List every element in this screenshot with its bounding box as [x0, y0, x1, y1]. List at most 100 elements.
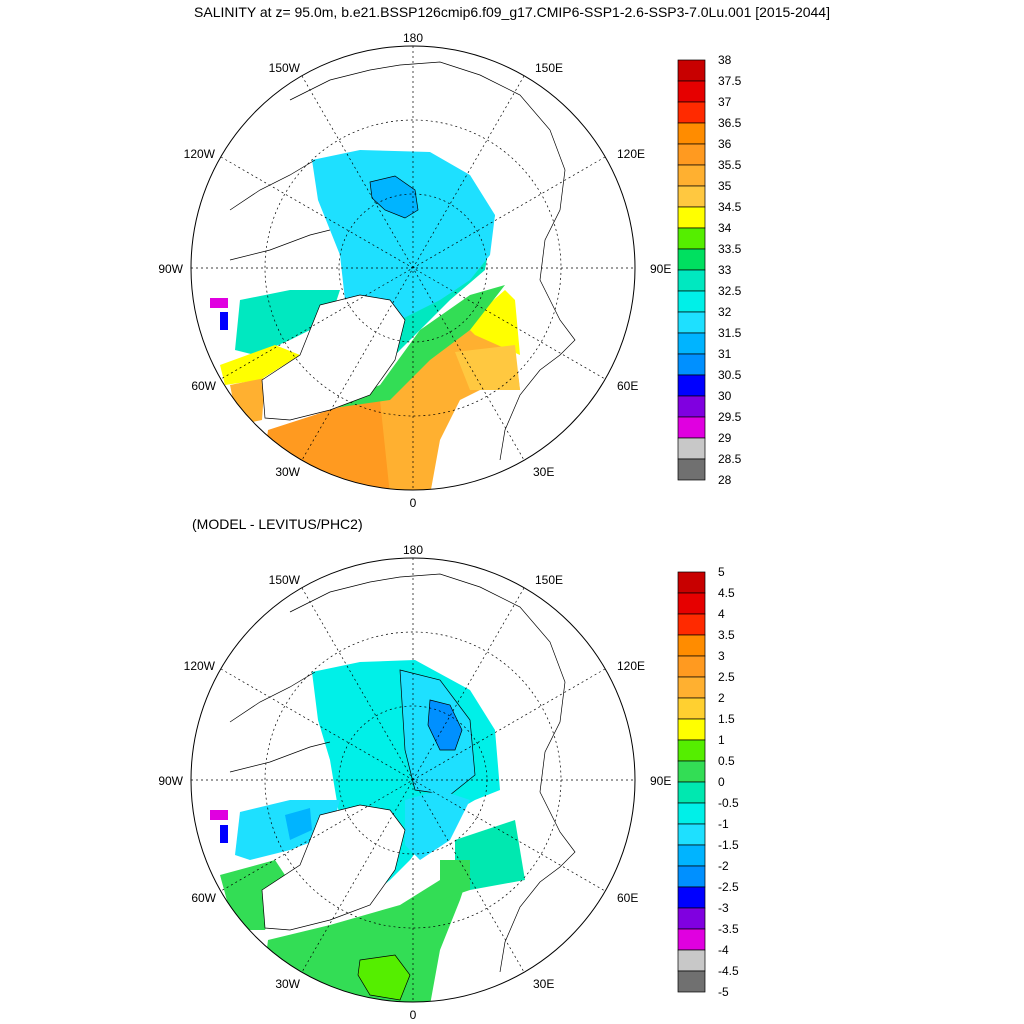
map-boundary-bottom	[190, 557, 636, 1003]
colorbar-swatch	[677, 290, 706, 313]
colorbar-tick-label: 28	[718, 473, 732, 487]
lon-label-150w: 150W	[269, 573, 301, 587]
lon-label-120w: 120W	[184, 659, 216, 673]
colorbar-tick-label: 28.5	[718, 452, 742, 466]
colorbar-swatch	[677, 458, 706, 481]
colorbar-tick-label: 36	[718, 137, 732, 151]
colorbar-tick-label: 37.5	[718, 74, 742, 88]
salinity-field-barents	[455, 345, 520, 390]
colorbar-swatch	[677, 970, 706, 993]
colorbar-salinity: 38 37.5 37 36.5 36 35.5 35 34.5 34 33.5 33 32.5 32 31…	[677, 53, 742, 487]
map-boundary-top	[190, 45, 636, 491]
colorbar-difference: 5 4.5 4 3.5 3 2.5 2 1.5 1 0.5 0 -0.5 -1 -1.5 -2 -2.5 -3 -…	[677, 565, 739, 999]
colorbar-tick-label: 31.5	[718, 326, 742, 340]
lon-label-60e: 60E	[617, 891, 638, 905]
longitude-labels-top: 180 150E 120E 90E 60E 30E 0 30W 60W 90W …	[158, 31, 671, 510]
greenland-land-bottom	[261, 804, 406, 931]
diff-field-fram-low	[405, 790, 470, 860]
diff-field-low-blue	[220, 825, 228, 843]
colorbar-swatch	[677, 59, 706, 82]
diff-field-nordic-teal	[455, 820, 525, 890]
salinity-field-beaufort-low	[369, 175, 419, 219]
lon-label-60w: 60W	[191, 891, 216, 905]
difference-subtitle: (MODEL - LEVITUS/PHC2)	[192, 516, 363, 532]
colorbar-swatch	[677, 374, 706, 397]
colorbar-swatch	[677, 416, 706, 439]
diff-field-baffin-min	[285, 808, 312, 840]
lon-label-90w: 90W	[158, 774, 183, 788]
colorbar-swatch	[677, 781, 706, 804]
figure-title: SALINITY at z= 95.0m, b.e21.BSSP126cmip6…	[194, 4, 830, 20]
colorbar-swatch	[677, 101, 706, 124]
colorbar-swatch	[677, 949, 706, 972]
lon-label-0: 0	[410, 1008, 417, 1022]
colorbar-tick-label: 4	[718, 607, 725, 621]
lon-label-0: 0	[410, 496, 417, 510]
colorbar-tick-label: -0.5	[718, 796, 739, 810]
colorbar-tick-label: -1.5	[718, 838, 739, 852]
colorbar-tick-label: 29	[718, 431, 732, 445]
colorbar-tick-label: 4.5	[718, 586, 735, 600]
colorbar-swatch	[677, 655, 706, 678]
colorbar-tick-label: 35	[718, 179, 732, 193]
colorbar-tick-label: 1.5	[718, 712, 735, 726]
lon-label-60w: 60W	[191, 379, 216, 393]
diff-field-atlantic-green	[260, 870, 470, 1002]
colorbar-swatch	[677, 802, 706, 825]
salinity-map-panel: 180 150E 120E 90E 60E 30E 0 30W 60W 90W …	[158, 31, 741, 510]
colorbar-tick-label: 29.5	[718, 410, 742, 424]
colorbar-tick-label: 32.5	[718, 284, 742, 298]
longitude-labels-bottom: 180 150E 120E 90E 60E 30E 0 30W 60W 90W …	[158, 543, 671, 1022]
colorbar-swatch	[677, 332, 706, 355]
colorbar-tick-label: 5	[718, 565, 725, 579]
diff-field-atlantic-green-bright	[357, 954, 411, 1001]
colorbar-tick-label: 3	[718, 649, 725, 663]
colorbar-swatch	[677, 760, 706, 783]
colorbar-swatch	[677, 718, 706, 741]
colorbar-tick-label: -1	[718, 817, 729, 831]
colorbar-swatch	[677, 437, 706, 460]
colorbar-tick-label: -4	[718, 943, 729, 957]
colorbar-tick-label: 32	[718, 305, 732, 319]
lon-label-30w: 30W	[275, 465, 300, 479]
salinity-field-low-blue	[220, 312, 228, 330]
coastline-sketch	[229, 61, 576, 461]
colorbar-tick-label: -2.5	[718, 880, 739, 894]
salinity-field-baffin	[235, 290, 340, 355]
colorbar-swatch	[677, 395, 706, 418]
lon-label-150w: 150W	[269, 61, 301, 75]
salinity-field-labrador	[220, 345, 300, 385]
colorbar-tick-label: 37	[718, 95, 732, 109]
lon-label-30w: 30W	[275, 977, 300, 991]
colorbar-tick-label: 2.5	[718, 670, 735, 684]
colorbar-tick-label: 1	[718, 733, 725, 747]
colorbar-tick-label: 30	[718, 389, 732, 403]
lon-label-30e: 30E	[533, 977, 554, 991]
colorbar-tick-label: 38	[718, 53, 732, 67]
colorbar-swatch	[677, 122, 706, 145]
colorbar-swatch	[677, 592, 706, 615]
colorbar-tick-label: 34.5	[718, 200, 742, 214]
lon-label-120e: 120E	[617, 659, 645, 673]
salinity-field-low-magenta	[210, 298, 228, 308]
salinity-field-yellow-band	[465, 290, 520, 355]
colorbar-tick-label: 33	[718, 263, 732, 277]
colorbar-swatch	[677, 613, 706, 636]
diff-field-nordic-green	[440, 860, 470, 900]
colorbar-tick-label: -5	[718, 985, 729, 999]
diff-field-low-magenta	[210, 810, 228, 820]
colorbar-swatch	[677, 886, 706, 909]
colorbar-swatch	[677, 571, 706, 594]
lon-label-90e: 90E	[650, 774, 671, 788]
lon-label-30e: 30E	[533, 465, 554, 479]
salinity-field-green-band	[320, 285, 505, 410]
colorbar-tick-label: 30.5	[718, 368, 742, 382]
colorbar-swatch	[677, 739, 706, 762]
colorbar-swatch	[677, 676, 706, 699]
lon-label-150e: 150E	[535, 61, 563, 75]
diff-field-eurasian-min	[427, 699, 463, 751]
diff-field-baffin-low	[235, 800, 340, 860]
colorbar-tick-label: 3.5	[718, 628, 735, 642]
lon-label-150e: 150E	[535, 573, 563, 587]
